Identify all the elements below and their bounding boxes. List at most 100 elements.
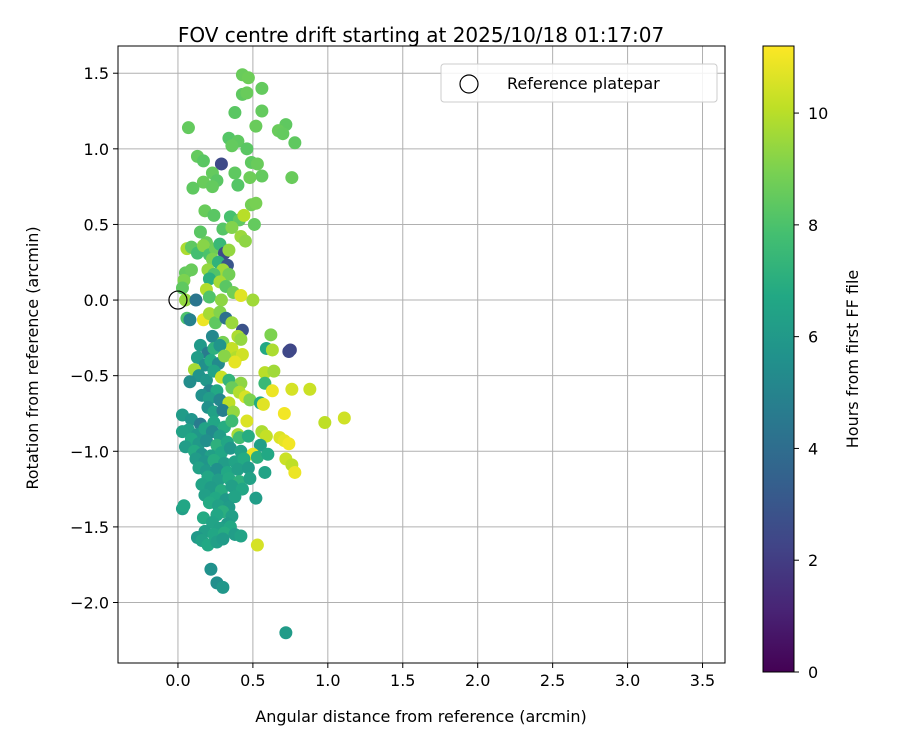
y-tick-label: 1.5 [84, 64, 109, 83]
scatter-point [228, 355, 242, 369]
legend-label: Reference platepar [507, 74, 660, 93]
data-points [175, 68, 351, 640]
scatter-point [240, 414, 254, 428]
scatter-point [276, 127, 290, 141]
scatter-point [225, 139, 239, 153]
scatter-point [249, 196, 263, 210]
scatter-point [183, 375, 197, 389]
scatter-point [231, 178, 245, 192]
reference-marker [168, 290, 188, 310]
colorbar-tick-label: 8 [808, 216, 818, 235]
scatter-point [208, 316, 222, 330]
scatter-point [288, 136, 302, 150]
plot-frame [117, 45, 726, 664]
scatter-point [249, 119, 263, 133]
scatter-point [225, 316, 239, 330]
scatter-point [234, 332, 248, 346]
scatter-point [228, 106, 242, 120]
scatter-point [183, 313, 197, 327]
scatter-point [184, 263, 198, 277]
scatter-point [216, 403, 230, 417]
x-tick-label: 0.0 [165, 671, 190, 690]
y-tick-label: −0.5 [70, 367, 109, 386]
x-tick-label: 1.0 [315, 671, 340, 690]
scatter-point [205, 329, 219, 343]
x-tick-label: 0.5 [240, 671, 265, 690]
legend: Reference platepar [440, 63, 718, 103]
scatter-point [178, 293, 192, 307]
colorbar-tick-label: 10 [808, 104, 828, 123]
scatter-point [228, 166, 242, 180]
y-tick-label: 1.0 [84, 140, 109, 159]
scatter-point [186, 181, 200, 195]
scatter-point [213, 338, 227, 352]
scatter-point [261, 447, 275, 461]
scatter-point [285, 382, 299, 396]
scatter-point [214, 293, 228, 307]
scatter-point [234, 529, 248, 543]
scatter-point [255, 104, 269, 118]
scatter-point [243, 171, 257, 185]
y-axis-ticks: 1.5 1.0 0.5 0.0 −0.5 −1.0 −1.5 −2.0 [70, 64, 118, 613]
y-tick-label: −1.0 [70, 442, 109, 461]
scatter-point [255, 169, 269, 183]
colorbar-tick-label: 4 [808, 439, 818, 458]
scatter-point [250, 157, 264, 171]
scatter-point [282, 344, 296, 358]
scatter-point [225, 479, 239, 493]
reference-platepar-point [168, 290, 188, 310]
chart-title: FOV centre drift starting at 2025/10/18 … [178, 23, 664, 47]
scatter-point [177, 499, 191, 513]
x-axis-label: Angular distance from reference (arcmin) [255, 707, 586, 726]
scatter-point [196, 154, 210, 168]
scatter-point [205, 180, 219, 194]
scatter-point [234, 289, 248, 303]
y-tick-label: −2.0 [70, 594, 109, 613]
scatter-point [318, 416, 332, 430]
scatter-point [222, 243, 236, 257]
scatter-point [256, 397, 270, 411]
x-axis-ticks: 0.0 0.5 1.0 1.5 2.0 2.5 3.0 3.5 [165, 663, 715, 690]
scatter-point [288, 465, 302, 479]
colorbar-tick-label: 2 [808, 551, 818, 570]
colorbar-tick-label: 6 [808, 328, 818, 347]
scatter-point [282, 437, 296, 451]
scatter-point [240, 142, 254, 156]
scatter-point [241, 71, 255, 85]
scatter-point [210, 462, 224, 476]
x-tick-label: 1.5 [390, 671, 415, 690]
scatter-point [246, 293, 260, 307]
scatter-point [225, 414, 239, 428]
scatter-point [238, 234, 252, 248]
scatter-point [267, 364, 281, 378]
scatter-point [241, 429, 255, 443]
scatter-point [228, 490, 242, 504]
x-tick-label: 3.0 [615, 671, 640, 690]
scatter-point [189, 293, 203, 307]
colorbar: 0 2 4 6 8 10 Hours from first FF file [762, 45, 862, 682]
scatter-point [214, 157, 228, 171]
scatter-point [247, 217, 261, 231]
scatter-point [303, 382, 317, 396]
legend-box [440, 63, 718, 103]
scatter-point [265, 343, 279, 357]
y-tick-label: 0.0 [84, 291, 109, 310]
scatter-point [202, 272, 216, 286]
scatter-point [199, 373, 213, 387]
scatter-point [241, 461, 255, 475]
scatter-point [243, 472, 257, 486]
x-tick-label: 2.0 [465, 671, 490, 690]
scatter-point [243, 393, 257, 407]
y-axis-label: Rotation from reference (arcmin) [23, 226, 42, 489]
colorbar-ticks: 0 2 4 6 8 10 [794, 104, 828, 682]
x-tick-label: 2.5 [540, 671, 565, 690]
scatter-point [204, 562, 218, 576]
scatter-point [223, 441, 237, 455]
scatter-point [222, 267, 236, 281]
scatter-point [216, 532, 230, 546]
scatter-point [250, 450, 264, 464]
legend-marker-icon [459, 74, 479, 94]
scatter-point [217, 349, 231, 363]
scatter-point [255, 81, 269, 95]
